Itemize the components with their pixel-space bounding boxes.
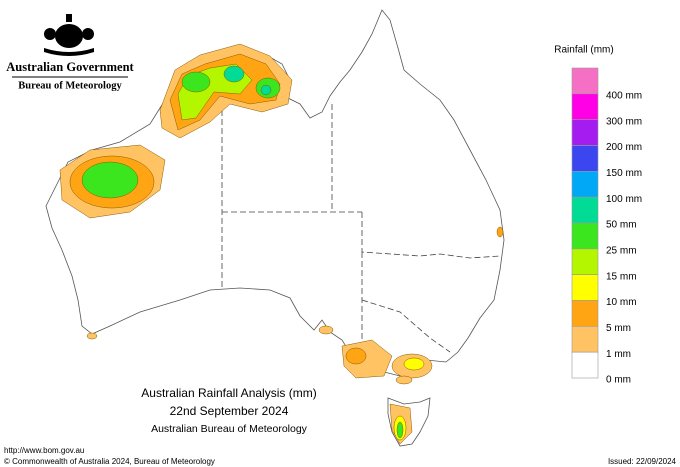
footer-copyright: © Commonwealth of Australia 2024, Bureau… [4,457,215,466]
map-title: Australian Rainfall Analysis (mm) [141,386,316,400]
map-date: 22nd September 2024 [170,404,289,418]
legend-label: 200 mm [606,142,642,153]
legend-swatch [571,145,599,172]
legend-label: 5 mm [606,323,631,334]
legend-swatch [571,196,599,224]
legend: 400 mm 300 mm 200 mm 150 mm 100 mm 50 mm 25 mm… [571,67,642,386]
government-name: Australian Government [6,60,134,74]
agency-name: Bureau of Meteorology [18,80,122,91]
legend-swatch [571,93,599,120]
legend-label: 400 mm [606,90,642,101]
footer-issued: Issued: 22/09/2024 [608,457,677,466]
footer-url: http://www.bom.gov.au [4,446,84,455]
legend-label: 150 mm [606,168,642,179]
crest [44,14,94,56]
legend-label: 50 mm [606,220,637,231]
state-borders [221,74,501,353]
legend-swatch [571,222,599,250]
legend-swatch [571,326,599,353]
legend-swatch [571,119,599,146]
map-source: Australian Bureau of Meteorology [151,423,308,435]
legend-label: 10 mm [606,297,637,308]
legend-label: 0 mm [606,375,631,386]
legend-swatch [571,300,599,327]
legend-label: 15 mm [606,271,637,282]
rainfall-areas [59,43,504,445]
legend-swatch [571,248,599,275]
legend-swatch [571,351,599,379]
legend-label: 100 mm [606,194,642,205]
legend-swatch [571,171,599,198]
legend-label: 1 mm [606,349,631,360]
legend-label: 300 mm [606,116,642,127]
legend-swatch [571,67,599,95]
legend-title: Rainfall (mm) [554,45,613,56]
legend-swatch [571,274,599,301]
legend-label: 25 mm [606,245,637,256]
